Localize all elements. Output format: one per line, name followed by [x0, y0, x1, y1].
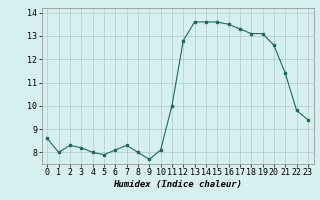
- X-axis label: Humidex (Indice chaleur): Humidex (Indice chaleur): [113, 180, 242, 189]
